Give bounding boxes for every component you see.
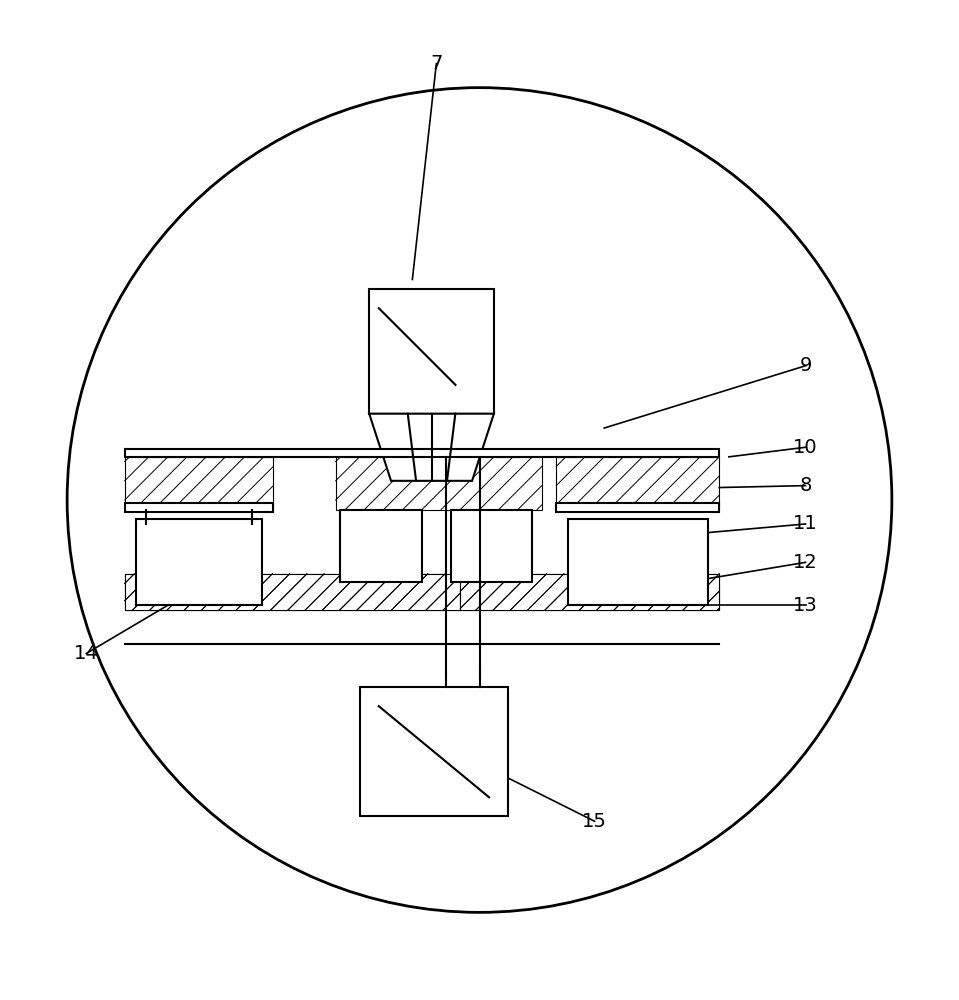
Bar — [369, 289, 494, 414]
Bar — [340, 510, 422, 582]
Bar — [451, 510, 532, 582]
Bar — [125, 574, 460, 610]
Bar — [360, 687, 508, 816]
Text: 10: 10 — [793, 438, 818, 457]
Bar — [125, 574, 460, 610]
Text: 12: 12 — [793, 553, 818, 572]
Bar — [568, 519, 708, 605]
Text: 15: 15 — [582, 812, 607, 831]
Text: 8: 8 — [800, 476, 811, 495]
Text: 11: 11 — [793, 514, 818, 533]
Text: 13: 13 — [793, 596, 818, 615]
Bar — [556, 503, 719, 512]
Text: 14: 14 — [74, 644, 99, 663]
Polygon shape — [369, 414, 494, 481]
Bar — [336, 457, 542, 510]
Bar — [125, 503, 273, 512]
Bar — [136, 519, 262, 605]
Bar — [460, 574, 719, 610]
Bar — [460, 574, 719, 610]
Bar — [556, 457, 719, 510]
Text: 7: 7 — [431, 54, 442, 73]
Bar — [125, 449, 719, 457]
Bar — [125, 457, 273, 510]
Text: 9: 9 — [800, 356, 811, 375]
